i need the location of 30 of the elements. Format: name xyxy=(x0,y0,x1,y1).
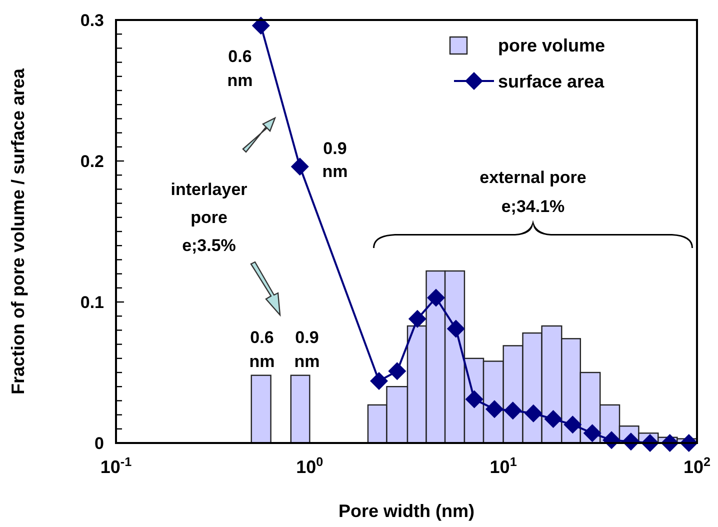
annotation: 0.9 nm xyxy=(294,328,320,371)
point xyxy=(544,410,562,428)
x-tick-label: 10$^{1}$ xyxy=(490,455,517,477)
point xyxy=(408,310,426,328)
y-tick-label: 0.1 xyxy=(80,292,104,312)
point xyxy=(426,288,445,307)
annotation: interlayer pore e;3.5% xyxy=(170,180,248,255)
x-tick-label: 10$^{0}$ xyxy=(296,455,324,477)
annotation: external pore e;34.1% xyxy=(480,168,586,216)
y-tick-label: 0.2 xyxy=(80,152,104,171)
legend-label: surface area xyxy=(498,71,606,92)
point xyxy=(583,424,602,442)
x-axis-title: Pore width (nm) xyxy=(338,501,474,521)
point xyxy=(504,402,522,420)
y-tick-label: 0 xyxy=(94,434,104,453)
point xyxy=(524,404,542,422)
point xyxy=(485,400,504,418)
point xyxy=(564,416,582,434)
x-tick-label: 10$^{2}$ xyxy=(683,455,711,477)
point xyxy=(370,372,388,390)
annotation: 0.6 nm xyxy=(249,328,275,371)
annotation: 0.9 nm xyxy=(322,139,348,181)
x-tick-label: 10$^{-1}$ xyxy=(100,455,132,477)
point xyxy=(465,390,484,408)
annotation: 0.6 nm xyxy=(227,47,253,90)
point xyxy=(388,362,406,380)
legend-label: pore volume xyxy=(498,35,606,56)
y-tick-label: 0.3 xyxy=(80,10,104,30)
point xyxy=(446,320,465,338)
y-axis-title: Fraction of pore volume / surface area xyxy=(8,67,28,395)
